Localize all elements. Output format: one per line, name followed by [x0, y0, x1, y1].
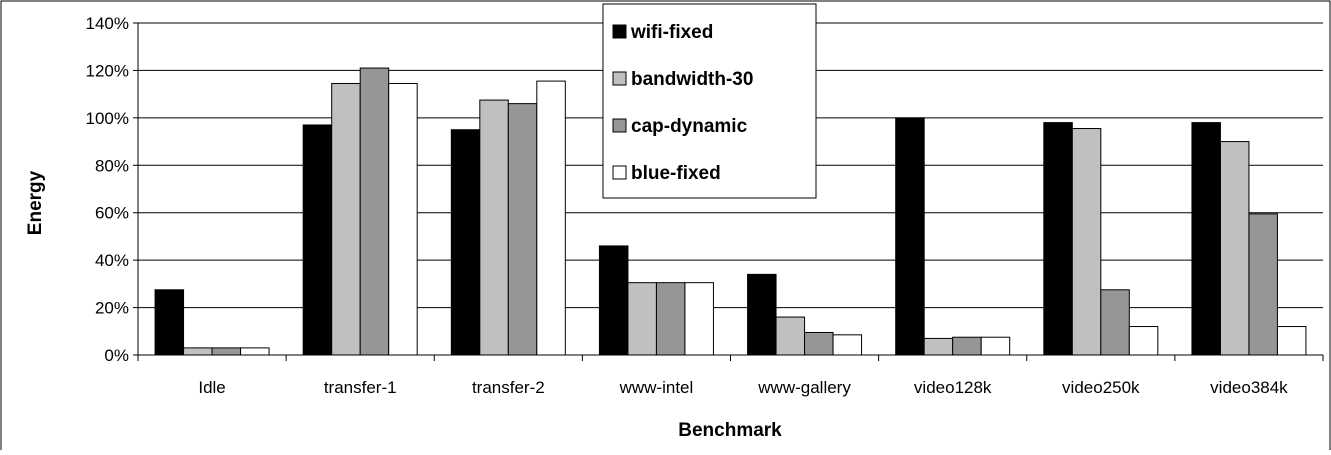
bar-blue-fixed — [388, 82, 418, 356]
legend-label: blue-fixed — [631, 163, 721, 184]
bar-wifi-fixed — [450, 129, 481, 356]
x-tick-label: www-gallery — [757, 378, 851, 397]
legend-swatch — [612, 71, 627, 86]
y-tick-label: 140% — [86, 14, 129, 33]
x-tick-label: transfer-1 — [324, 378, 397, 397]
x-tick-label: www-intel — [619, 378, 694, 397]
y-tick-label: 0% — [104, 346, 129, 365]
bar-wifi-fixed — [154, 289, 185, 356]
bar-bandwidth-30 — [1071, 128, 1102, 356]
legend-swatch — [612, 165, 627, 180]
bar-wifi-fixed — [1043, 122, 1073, 356]
legend-label: wifi-fixed — [630, 22, 713, 43]
bar-cap-dynamic — [952, 336, 982, 356]
bar-blue-fixed — [1128, 326, 1159, 356]
bar-cap-dynamic — [507, 103, 538, 356]
bar-cap-dynamic — [655, 282, 686, 356]
bar-bandwidth-30 — [775, 316, 806, 356]
legend-label: bandwidth-30 — [631, 69, 753, 90]
bar-wifi-fixed — [302, 124, 333, 356]
legend: wifi-fixed bandwidth-30 cap-dynamic blue-fi… — [602, 3, 817, 199]
x-tick-label: Idle — [198, 378, 225, 397]
bar-wifi-fixed — [747, 273, 777, 356]
bar-blue-fixed — [536, 80, 566, 356]
x-tick-label: transfer-2 — [472, 378, 545, 397]
bar-bandwidth-30 — [331, 82, 361, 356]
legend-swatch — [612, 118, 627, 133]
bar-bandwidth-30 — [923, 337, 954, 356]
bar-wifi-fixed — [598, 245, 629, 356]
bar-blue-fixed — [240, 347, 270, 356]
legend-swatch — [612, 24, 627, 39]
bar-cap-dynamic — [359, 67, 390, 356]
bar-bandwidth-30 — [183, 347, 213, 356]
bar-cap-dynamic — [1248, 213, 1278, 356]
y-tick-label: 20% — [95, 299, 129, 318]
y-tick-label: 120% — [86, 61, 129, 80]
x-tick-label: video128k — [914, 378, 992, 397]
bar-bandwidth-30 — [1219, 141, 1250, 356]
bar-cap-dynamic — [1100, 289, 1130, 356]
legend-box — [602, 3, 817, 199]
bar-blue-fixed — [684, 282, 714, 356]
x-tick-label: video250k — [1062, 378, 1140, 397]
x-tick-label: video384k — [1210, 378, 1288, 397]
bar-blue-fixed — [1276, 326, 1307, 356]
x-axis-label: Benchmark — [678, 420, 782, 441]
y-axis-label: Energy — [25, 170, 46, 235]
y-tick-label: 40% — [95, 251, 129, 270]
y-tick-label: 100% — [86, 109, 129, 128]
bar-bandwidth-30 — [627, 282, 657, 356]
bar-cap-dynamic — [804, 331, 834, 356]
y-tick-label: 80% — [95, 156, 129, 175]
bar-blue-fixed — [832, 334, 863, 356]
legend-label: cap-dynamic — [631, 116, 748, 137]
y-tick-label: 60% — [95, 204, 129, 223]
bar-wifi-fixed — [895, 117, 925, 356]
bar-cap-dynamic — [211, 347, 242, 356]
bar-bandwidth-30 — [479, 99, 509, 356]
bar-wifi-fixed — [1191, 122, 1221, 356]
bar-blue-fixed — [980, 336, 1011, 356]
